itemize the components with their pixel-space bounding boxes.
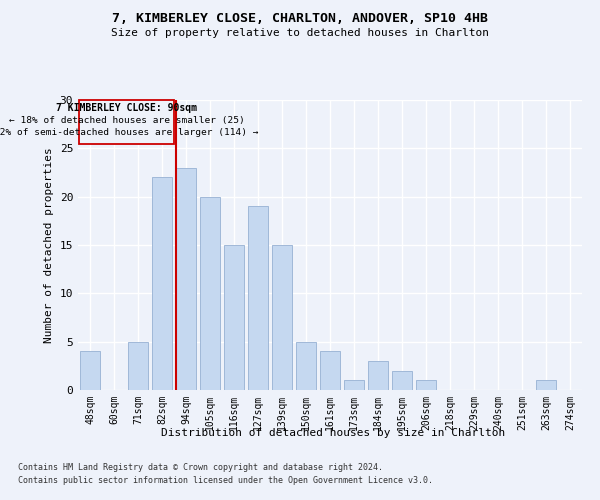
Bar — [200, 196, 220, 390]
Bar — [536, 380, 556, 390]
Bar — [320, 352, 340, 390]
Bar — [224, 245, 244, 390]
Bar — [248, 206, 268, 390]
Text: 82% of semi-detached houses are larger (114) →: 82% of semi-detached houses are larger (… — [0, 128, 259, 138]
Y-axis label: Number of detached properties: Number of detached properties — [44, 147, 54, 343]
Text: Size of property relative to detached houses in Charlton: Size of property relative to detached ho… — [111, 28, 489, 38]
Text: 7, KIMBERLEY CLOSE, CHARLTON, ANDOVER, SP10 4HB: 7, KIMBERLEY CLOSE, CHARLTON, ANDOVER, S… — [112, 12, 488, 26]
Bar — [392, 370, 412, 390]
FancyBboxPatch shape — [79, 100, 174, 144]
Text: Distribution of detached houses by size in Charlton: Distribution of detached houses by size … — [161, 428, 505, 438]
Bar — [176, 168, 196, 390]
Text: Contains public sector information licensed under the Open Government Licence v3: Contains public sector information licen… — [18, 476, 433, 485]
Text: ← 18% of detached houses are smaller (25): ← 18% of detached houses are smaller (25… — [8, 116, 244, 125]
Text: 7 KIMBERLEY CLOSE: 90sqm: 7 KIMBERLEY CLOSE: 90sqm — [56, 102, 197, 113]
Bar — [296, 342, 316, 390]
Bar — [272, 245, 292, 390]
Text: Contains HM Land Registry data © Crown copyright and database right 2024.: Contains HM Land Registry data © Crown c… — [18, 464, 383, 472]
Bar — [152, 178, 172, 390]
Bar — [368, 361, 388, 390]
Bar — [128, 342, 148, 390]
Bar — [344, 380, 364, 390]
Bar — [416, 380, 436, 390]
Bar — [80, 352, 100, 390]
